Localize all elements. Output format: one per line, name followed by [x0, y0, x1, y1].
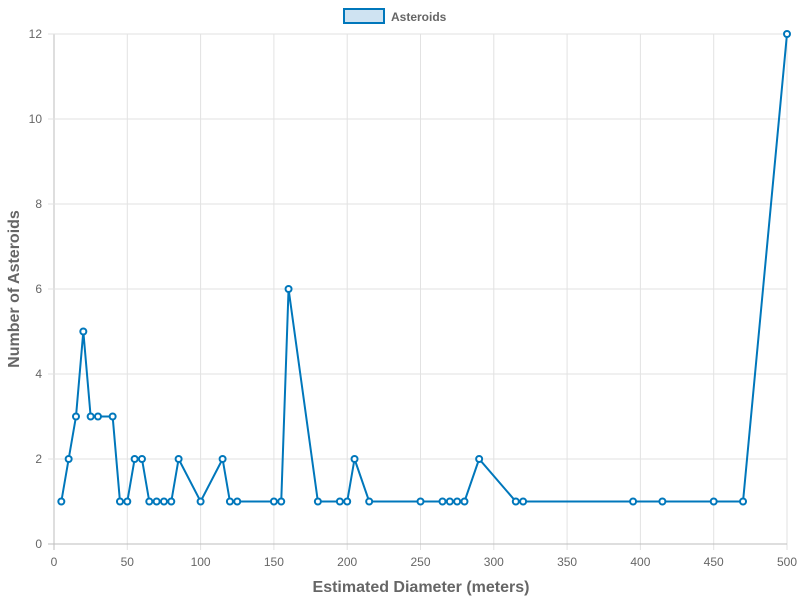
- legend-swatch: [343, 8, 385, 24]
- series-layer: [57, 30, 791, 506]
- data-point[interactable]: [350, 455, 359, 463]
- y-tick-label: 4: [35, 367, 42, 381]
- data-point[interactable]: [152, 497, 161, 506]
- data-point[interactable]: [475, 455, 484, 463]
- x-tick-label: 0: [51, 555, 58, 569]
- x-tick-label: 350: [557, 555, 577, 569]
- data-point[interactable]: [79, 327, 88, 336]
- y-tick-label: 0: [35, 537, 42, 551]
- x-tick-label: 150: [264, 555, 284, 569]
- data-point[interactable]: [233, 497, 242, 506]
- data-point[interactable]: [137, 455, 146, 463]
- y-tick-label: 6: [35, 282, 42, 296]
- legend[interactable]: Asteroids: [343, 8, 447, 24]
- data-point[interactable]: [57, 497, 66, 506]
- x-tick-label: 500: [777, 555, 797, 569]
- data-point[interactable]: [225, 497, 234, 506]
- data-point[interactable]: [709, 497, 718, 506]
- data-point[interactable]: [365, 497, 374, 506]
- y-tick-label: 2: [35, 452, 42, 466]
- data-point[interactable]: [445, 497, 454, 506]
- grid-lines: [48, 33, 788, 550]
- x-tick-label: 300: [484, 555, 504, 569]
- series-line: [60, 33, 788, 504]
- data-point[interactable]: [658, 497, 667, 506]
- data-point[interactable]: [460, 497, 469, 506]
- x-tick-label: 450: [704, 555, 724, 569]
- y-tick-label: 12: [29, 27, 43, 41]
- y-tick-label: 8: [35, 197, 42, 211]
- data-point[interactable]: [71, 412, 80, 421]
- data-point[interactable]: [416, 497, 425, 506]
- data-point[interactable]: [511, 497, 520, 506]
- x-tick-label: 250: [410, 555, 430, 569]
- data-point[interactable]: [313, 497, 322, 506]
- y-axis-ticks: 0 2 4 6 8 10 12: [29, 27, 43, 551]
- data-point[interactable]: [130, 455, 139, 463]
- data-point[interactable]: [123, 497, 132, 506]
- data-point[interactable]: [783, 30, 791, 38]
- data-point[interactable]: [284, 285, 293, 293]
- data-point[interactable]: [629, 497, 638, 506]
- data-point[interactable]: [93, 412, 102, 421]
- x-tick-label: 100: [191, 555, 211, 569]
- data-point[interactable]: [108, 412, 117, 421]
- data-point[interactable]: [145, 497, 154, 506]
- data-point[interactable]: [438, 497, 447, 506]
- data-point[interactable]: [343, 497, 352, 506]
- data-point[interactable]: [739, 497, 748, 506]
- x-axis-ticks: 0 50 100 150 200 250 300 350 400 450 500: [51, 555, 798, 569]
- data-point[interactable]: [196, 497, 205, 506]
- data-point[interactable]: [167, 497, 176, 506]
- data-point[interactable]: [218, 455, 227, 463]
- y-tick-label: 10: [29, 112, 43, 126]
- data-point[interactable]: [453, 497, 462, 506]
- data-point[interactable]: [335, 497, 344, 506]
- legend-label: Asteroids: [391, 10, 447, 24]
- x-tick-label: 50: [121, 555, 135, 569]
- data-point[interactable]: [64, 455, 73, 463]
- data-point[interactable]: [115, 497, 124, 506]
- data-point[interactable]: [269, 497, 278, 506]
- y-axis-title: Number of Asteroids: [6, 210, 23, 368]
- data-point[interactable]: [277, 497, 286, 506]
- data-point[interactable]: [159, 497, 168, 506]
- x-axis-title: Estimated Diameter (meters): [313, 579, 530, 596]
- x-tick-label: 400: [630, 555, 650, 569]
- data-point[interactable]: [519, 497, 528, 506]
- data-point[interactable]: [174, 455, 183, 463]
- x-tick-label: 200: [337, 555, 357, 569]
- data-point[interactable]: [86, 412, 95, 421]
